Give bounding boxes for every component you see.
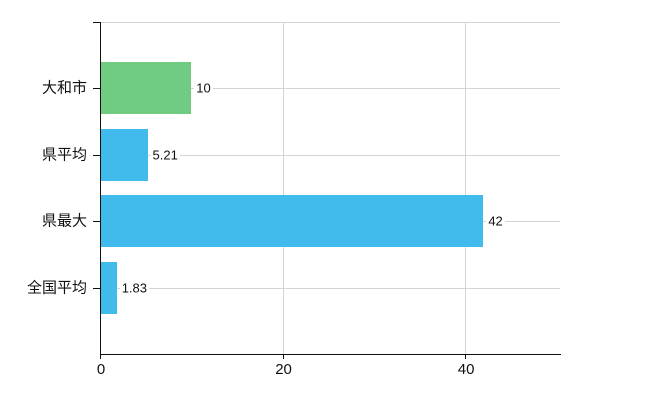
y-axis-top-tick bbox=[93, 22, 100, 23]
horizontal-gridline bbox=[100, 154, 560, 156]
y-axis-tick bbox=[93, 221, 100, 223]
vertical-gridline bbox=[465, 22, 467, 354]
category-label: 県最大 bbox=[41, 212, 87, 230]
value-label: 10 bbox=[194, 80, 213, 96]
x-tick-label: 0 bbox=[96, 361, 106, 378]
x-axis bbox=[100, 354, 561, 355]
y-axis bbox=[100, 22, 101, 354]
horizontal-gridline bbox=[100, 88, 560, 90]
bar-大和市 bbox=[100, 62, 192, 115]
x-tick-label: 20 bbox=[275, 361, 292, 378]
y-axis-tick bbox=[93, 154, 100, 156]
category-label: 大和市 bbox=[41, 79, 87, 97]
value-label: 5.21 bbox=[150, 147, 180, 163]
vertical-gridline bbox=[282, 22, 284, 354]
x-axis-tick bbox=[282, 354, 284, 359]
value-label: 1.83 bbox=[119, 280, 149, 296]
category-label: 県平均 bbox=[41, 146, 87, 164]
x-axis-tick bbox=[465, 354, 467, 359]
bar-県平均 bbox=[100, 128, 148, 181]
y-axis-tick bbox=[93, 287, 100, 289]
x-axis-tick bbox=[100, 354, 101, 359]
bar-県最大 bbox=[100, 195, 484, 248]
category-label: 全国平均 bbox=[26, 279, 87, 297]
x-tick-label: 40 bbox=[457, 361, 475, 378]
horizontal-gridline bbox=[100, 287, 560, 289]
y-axis-tick bbox=[93, 88, 100, 90]
plot-area: 10 5.21 42 1.83 bbox=[100, 22, 560, 354]
bar-全国平均 bbox=[100, 261, 117, 314]
top-gridline bbox=[100, 22, 560, 23]
value-label: 42 bbox=[486, 213, 505, 229]
